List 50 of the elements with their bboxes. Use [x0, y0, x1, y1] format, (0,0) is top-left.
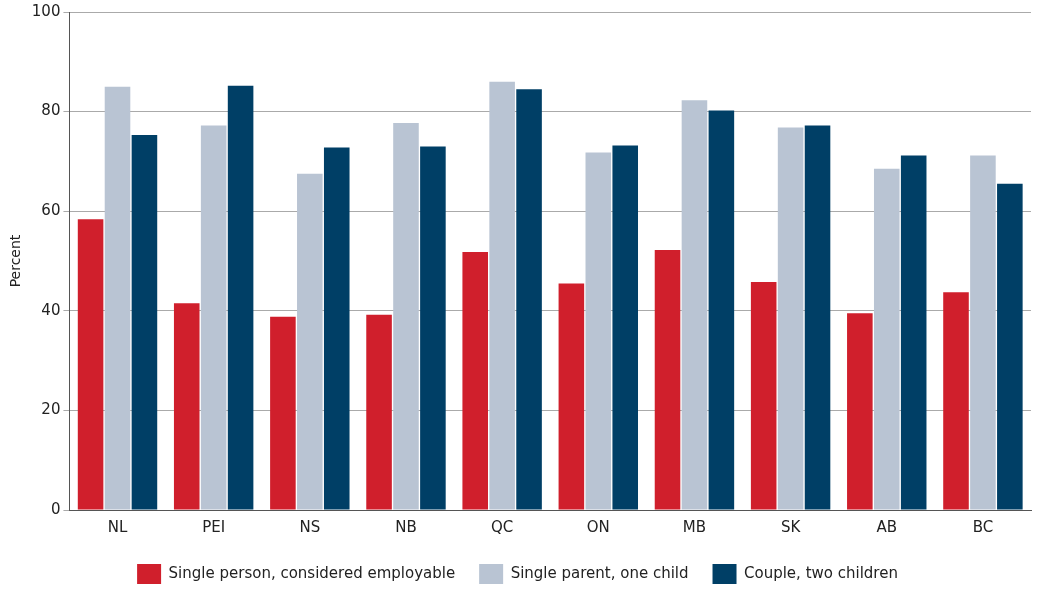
bar	[420, 146, 446, 510]
x-tick-label: NS	[299, 517, 321, 536]
y-tick-label: 40	[41, 300, 61, 319]
x-tick-label: AB	[876, 517, 898, 536]
bar	[681, 100, 708, 510]
bar	[612, 145, 639, 510]
bar	[323, 147, 350, 510]
bar	[462, 252, 488, 510]
bar	[847, 313, 873, 510]
bar	[750, 281, 777, 510]
legend-label: Single parent, one child	[510, 563, 689, 582]
bar	[777, 127, 804, 510]
bar	[970, 155, 996, 510]
bar	[873, 168, 900, 510]
bar	[173, 303, 200, 510]
x-tick-label: BC	[972, 517, 994, 536]
legend-label: Couple, two children	[744, 563, 898, 582]
bar	[297, 173, 323, 510]
bar	[366, 314, 392, 510]
x-tick-label: NL	[107, 517, 128, 536]
bar	[654, 250, 681, 510]
y-tick-label: 60	[41, 201, 61, 220]
bar	[516, 89, 542, 510]
bar	[104, 86, 131, 510]
bar	[708, 110, 735, 510]
bar	[77, 219, 104, 510]
y-tick-label: 20	[41, 400, 61, 419]
bar	[997, 183, 1023, 510]
x-tick-label: NB	[395, 517, 417, 536]
bar	[900, 155, 927, 510]
bar	[804, 125, 831, 510]
x-tick-label: ON	[586, 517, 610, 536]
bar	[200, 125, 227, 510]
y-tick-label: 80	[41, 101, 61, 120]
x-tick-label: MB	[682, 517, 707, 536]
bar	[585, 152, 612, 510]
bar	[227, 85, 254, 510]
bar	[489, 81, 515, 510]
legend-label: Single person, considered employable	[168, 563, 456, 582]
y-tick-label: 100	[31, 1, 61, 20]
bar	[270, 316, 296, 510]
y-axis-title: Percent	[7, 234, 24, 288]
bar	[558, 283, 585, 510]
bar	[131, 135, 158, 510]
bar	[943, 292, 969, 510]
bar	[393, 123, 419, 510]
y-tick-label: 0	[50, 499, 61, 518]
x-tick-label: QC	[491, 517, 514, 536]
x-tick-label: PEI	[202, 517, 226, 536]
x-tick-label: SK	[780, 517, 802, 536]
